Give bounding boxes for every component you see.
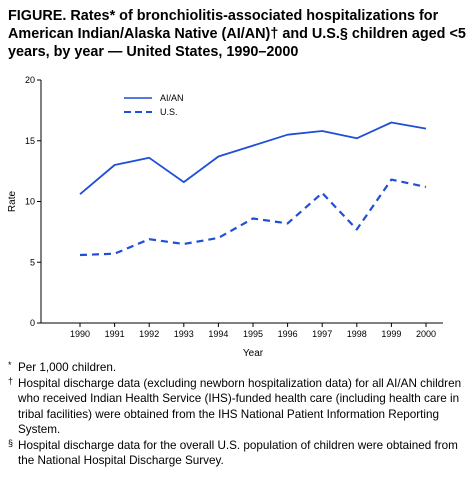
footnotes: * Per 1,000 children. † Hospital discharge… — [8, 360, 463, 469]
x-tick-label: 1996 — [278, 329, 298, 339]
series-line-ai-an — [79, 121, 427, 195]
x-tick-label: 1998 — [347, 329, 367, 339]
footnote-mark: * — [8, 360, 12, 370]
footnote-text: Per 1,000 children. — [18, 361, 117, 374]
y-tick-label: 0 — [30, 318, 35, 328]
series-line-u-s — [79, 178, 427, 257]
title-part-b: * of bronchiolitis-associated hospitaliz… — [8, 8, 439, 42]
x-tick-label: 1995 — [243, 329, 263, 339]
figure-title: FIGURE. Rates* of bronchiolitis-associat… — [8, 7, 470, 61]
legend-label: U.S. — [160, 107, 178, 117]
y-tick-label: 5 — [30, 257, 35, 267]
x-tick-label: 1994 — [208, 329, 228, 339]
legend-label: AI/AN — [160, 93, 184, 103]
footnote-mark: § — [8, 437, 14, 448]
x-tick-label: 1999 — [381, 329, 401, 339]
footnote-text: Hospital discharge data for the overall … — [18, 438, 458, 468]
x-axis-title: Year — [243, 348, 264, 359]
title-part-c: † and U.S. — [270, 26, 340, 42]
footnote-dagger: † Hospital discharge data (excluding newb… — [8, 376, 463, 438]
x-tick-label: 1992 — [139, 329, 159, 339]
x-tick-label: 1991 — [105, 329, 125, 339]
chart-axes: 0 5 10 15 20 1990 1991 1992 1993 1994 1995 1996 1997… — [7, 75, 443, 359]
title-part-d: § children aged <5 years, by year — Unit… — [8, 26, 466, 60]
x-tick-label: 1993 — [174, 329, 194, 339]
x-tick-label: 1990 — [70, 329, 90, 339]
footnote-mark: † — [8, 375, 14, 386]
footnote-asterisk: * Per 1,000 children. — [8, 360, 463, 376]
footnote-text: Hospital discharge data (excluding newbo… — [18, 376, 462, 437]
chart-legend: AI/AN U.S. — [124, 93, 184, 117]
y-tick-label: 20 — [25, 75, 35, 85]
x-tick-label: 2000 — [416, 329, 436, 339]
x-tick-label: 1997 — [312, 329, 332, 339]
y-axis-title: Rate — [7, 191, 18, 213]
y-tick-label: 10 — [25, 197, 35, 207]
title-part-a: FIGURE. Rates — [8, 8, 110, 24]
y-tick-label: 15 — [25, 136, 35, 146]
footnote-section: § Hospital discharge data for the overall… — [8, 438, 463, 469]
chart-series — [79, 121, 427, 257]
